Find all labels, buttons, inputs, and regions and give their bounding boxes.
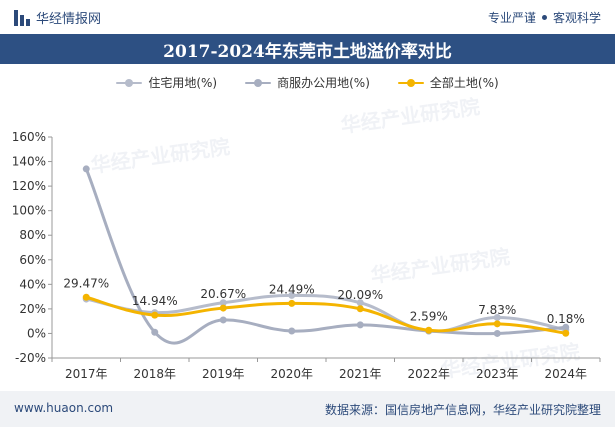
series-commercial-point bbox=[82, 165, 90, 173]
chart-title: 2017-2024年东莞市土地溢价率对比 bbox=[163, 41, 452, 62]
series-all-point bbox=[356, 305, 364, 313]
data-label: 20.67% bbox=[200, 287, 246, 301]
data-label: 20.09% bbox=[337, 288, 383, 302]
data-label: 2.59% bbox=[410, 309, 448, 323]
data-label: 7.83% bbox=[478, 303, 516, 317]
brand[interactable]: 华经情报网 bbox=[14, 8, 101, 27]
y-tick-label: -20% bbox=[15, 351, 46, 365]
legend-swatch-commercial bbox=[245, 77, 272, 89]
x-tick-label: 2023年 bbox=[476, 367, 519, 381]
top-bar: 华经情报网 专业严谨 客观科学 bbox=[0, 0, 615, 34]
y-tick-label: 100% bbox=[12, 204, 46, 218]
series-commercial-line bbox=[84, 167, 568, 345]
y-tick-label: 40% bbox=[19, 277, 46, 291]
data-label: 29.47% bbox=[63, 276, 109, 290]
x-tick-label: 2020年 bbox=[270, 367, 313, 381]
series-commercial-point bbox=[493, 329, 501, 337]
tagline-left: 专业严谨 bbox=[487, 11, 536, 25]
series-all-point bbox=[425, 326, 433, 334]
x-tick-label: 2021年 bbox=[339, 367, 382, 381]
series-residential-point bbox=[219, 299, 227, 307]
chart-legend: 住宅用地(%) 商服办公用地(%) 全部土地(%) bbox=[0, 74, 615, 91]
data-label: 24.49% bbox=[269, 282, 315, 296]
y-tick-label: 0% bbox=[27, 326, 46, 340]
brand-name: 华经情报网 bbox=[36, 12, 102, 27]
title-bar: 2017-2024年东莞市土地溢价率对比 bbox=[0, 34, 615, 64]
series-commercial-point bbox=[219, 316, 227, 324]
x-tick-label: 2019年 bbox=[202, 367, 245, 381]
y-tick-label: 120% bbox=[12, 179, 46, 193]
series-all-line bbox=[84, 295, 568, 335]
data-label: 14.94% bbox=[132, 294, 178, 308]
series-all-point bbox=[288, 299, 296, 307]
series-all-point bbox=[493, 320, 501, 328]
x-tick-label: 2024年 bbox=[544, 367, 587, 381]
line-chart: -20% 0% 20% 40% 60% 80% 100% 120% 140% 160% 2017年 2… bbox=[12, 130, 601, 381]
legend-swatch-residential bbox=[116, 77, 143, 89]
legend-item-commercial[interactable]: 商服办公用地(%) bbox=[245, 74, 370, 91]
tagline: 专业严谨 客观科学 bbox=[488, 9, 601, 26]
footer-source: 数据来源：国信房地产信息网，华经产业研究院整理 bbox=[324, 403, 601, 417]
series-all-point bbox=[82, 293, 90, 301]
legend-label-residential: 住宅用地(%) bbox=[148, 76, 218, 90]
legend-label-all: 全部土地(%) bbox=[429, 76, 499, 90]
legend-item-all[interactable]: 全部土地(%) bbox=[397, 74, 499, 91]
y-tick-label: 60% bbox=[19, 253, 46, 267]
series-all-point bbox=[219, 304, 227, 312]
y-tick-label: 140% bbox=[12, 155, 46, 169]
y-tick-label: 80% bbox=[19, 228, 46, 242]
series-commercial-point bbox=[288, 327, 296, 335]
series-residential-point bbox=[493, 313, 501, 321]
legend-item-residential[interactable]: 住宅用地(%) bbox=[116, 74, 217, 91]
x-tick-label: 2022年 bbox=[407, 367, 450, 381]
series-residential-point bbox=[356, 299, 364, 307]
series-commercial-point bbox=[562, 323, 570, 331]
logo-icon bbox=[14, 9, 30, 26]
x-tick-label: 2018年 bbox=[133, 367, 176, 381]
data-label: 0.18% bbox=[547, 312, 585, 326]
x-tick-label: 2017年 bbox=[65, 367, 108, 381]
series-residential-line bbox=[84, 293, 568, 333]
legend-label-commercial: 商服办公用地(%) bbox=[277, 76, 370, 90]
footer: www.huaon.com 数据来源：国信房地产信息网，华经产业研究院整理 bbox=[0, 391, 615, 427]
y-tick-label: 20% bbox=[19, 302, 46, 316]
y-tick-label: 160% bbox=[12, 130, 46, 144]
series-all-point bbox=[562, 329, 570, 337]
bullet-icon bbox=[541, 15, 547, 20]
footer-website[interactable]: www.huaon.com bbox=[14, 401, 114, 415]
legend-swatch-all bbox=[397, 77, 424, 89]
series-residential-point bbox=[288, 291, 296, 299]
series-commercial-point bbox=[356, 321, 364, 329]
series-commercial-point bbox=[151, 328, 159, 336]
series-all-point bbox=[151, 311, 159, 319]
tagline-right: 客观科学 bbox=[552, 11, 601, 25]
